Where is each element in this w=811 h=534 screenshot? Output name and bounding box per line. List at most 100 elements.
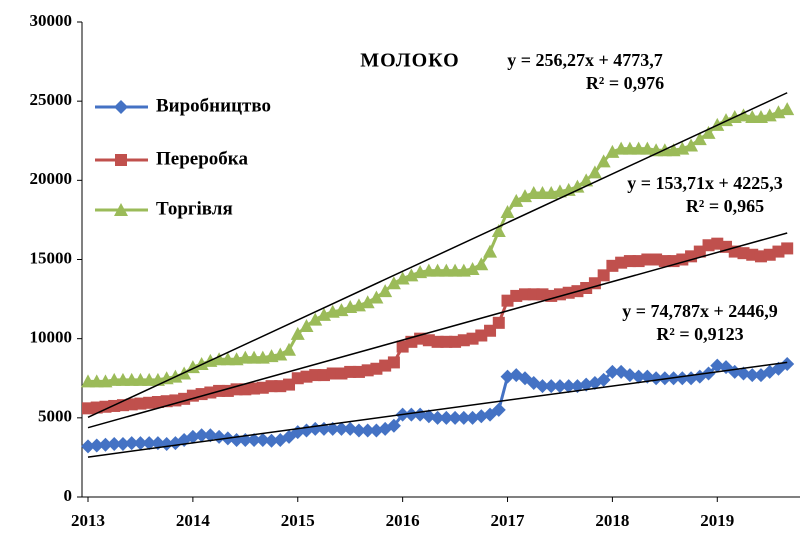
data-point xyxy=(290,326,305,340)
data-point xyxy=(640,141,655,155)
data-point xyxy=(649,371,664,386)
chart-title: МОЛОКО xyxy=(360,50,459,72)
data-point xyxy=(596,372,611,387)
data-point xyxy=(780,102,795,116)
data-point xyxy=(622,368,637,383)
trend-r2: R² = 0,965 xyxy=(686,196,764,216)
data-point xyxy=(465,410,480,425)
x-tick-label: 2016 xyxy=(386,511,420,530)
data-point xyxy=(255,433,270,447)
data-point xyxy=(667,255,680,268)
data-point xyxy=(772,245,785,258)
data-point xyxy=(692,132,707,146)
data-point xyxy=(430,410,445,425)
data-point xyxy=(264,433,279,448)
y-tick-label: 15000 xyxy=(30,248,73,267)
data-point xyxy=(544,379,559,394)
data-point xyxy=(474,409,489,424)
data-point xyxy=(465,262,480,275)
data-point xyxy=(133,436,148,451)
data-point xyxy=(701,125,716,139)
data-point xyxy=(745,368,760,383)
x-tick-label: 2014 xyxy=(176,511,211,530)
data-point xyxy=(509,193,524,207)
data-point xyxy=(386,418,401,433)
data-point xyxy=(693,245,706,258)
data-point xyxy=(474,257,489,271)
data-point xyxy=(632,255,645,268)
data-point xyxy=(736,108,751,122)
data-point xyxy=(81,439,95,454)
x-tick-label: 2019 xyxy=(700,511,734,530)
data-point xyxy=(387,356,400,369)
legend-label: Торгівля xyxy=(156,198,233,219)
data-point xyxy=(781,242,794,255)
data-point xyxy=(98,437,113,452)
data-point xyxy=(325,421,340,436)
data-point xyxy=(728,245,741,258)
data-point xyxy=(369,423,384,438)
data-point xyxy=(299,319,314,332)
data-point xyxy=(658,255,671,268)
data-point xyxy=(89,438,104,453)
data-point xyxy=(351,423,366,438)
y-tick-label: 30000 xyxy=(30,11,73,30)
data-point xyxy=(369,290,384,304)
y-tick-label: 0 xyxy=(64,486,73,505)
data-point xyxy=(194,428,209,443)
data-point xyxy=(491,402,506,417)
data-point xyxy=(378,284,393,298)
x-tick-label: 2018 xyxy=(595,511,629,530)
data-point xyxy=(107,436,122,451)
data-point xyxy=(561,379,576,394)
legend-marker xyxy=(114,100,128,114)
data-point xyxy=(631,369,646,384)
legend-marker xyxy=(115,154,127,166)
data-point xyxy=(710,358,725,373)
data-point xyxy=(456,410,471,425)
data-point xyxy=(535,379,550,394)
data-point xyxy=(115,436,130,451)
data-point xyxy=(360,295,375,309)
data-point xyxy=(500,369,515,384)
trendline xyxy=(87,361,788,458)
data-point xyxy=(552,379,567,394)
trend-equation: y = 153,71x + 4225,3 xyxy=(627,173,783,193)
data-point xyxy=(282,342,297,356)
data-point xyxy=(483,244,498,258)
data-point xyxy=(492,316,505,329)
data-point xyxy=(587,165,602,179)
data-point xyxy=(605,364,620,379)
trend-equation: y = 74,787x + 2446,9 xyxy=(622,301,778,321)
data-point xyxy=(386,276,401,290)
trend-r2: R² = 0,976 xyxy=(586,73,664,93)
data-point xyxy=(308,312,323,326)
data-point xyxy=(124,436,139,451)
trend-r2: R² = 0,9123 xyxy=(656,324,743,344)
data-point xyxy=(623,255,636,268)
trendline xyxy=(87,92,788,419)
trendline xyxy=(87,232,788,429)
data-point xyxy=(185,429,200,444)
y-tick-label: 5000 xyxy=(38,407,72,426)
data-point xyxy=(203,428,218,443)
data-point xyxy=(596,154,611,168)
data-point xyxy=(343,421,358,436)
data-point xyxy=(439,410,454,425)
y-tick-label: 20000 xyxy=(30,169,73,188)
data-point xyxy=(116,399,129,412)
data-point xyxy=(360,423,375,438)
data-point xyxy=(754,250,767,263)
data-point xyxy=(448,410,463,425)
data-point xyxy=(491,224,506,237)
data-point xyxy=(579,173,594,187)
data-point xyxy=(684,138,699,152)
data-point xyxy=(142,436,157,451)
data-point xyxy=(675,371,690,386)
y-tick-label: 10000 xyxy=(30,328,73,347)
x-tick-label: 2013 xyxy=(71,511,105,530)
data-point xyxy=(500,205,515,218)
data-point xyxy=(579,377,594,392)
data-point xyxy=(247,433,262,447)
